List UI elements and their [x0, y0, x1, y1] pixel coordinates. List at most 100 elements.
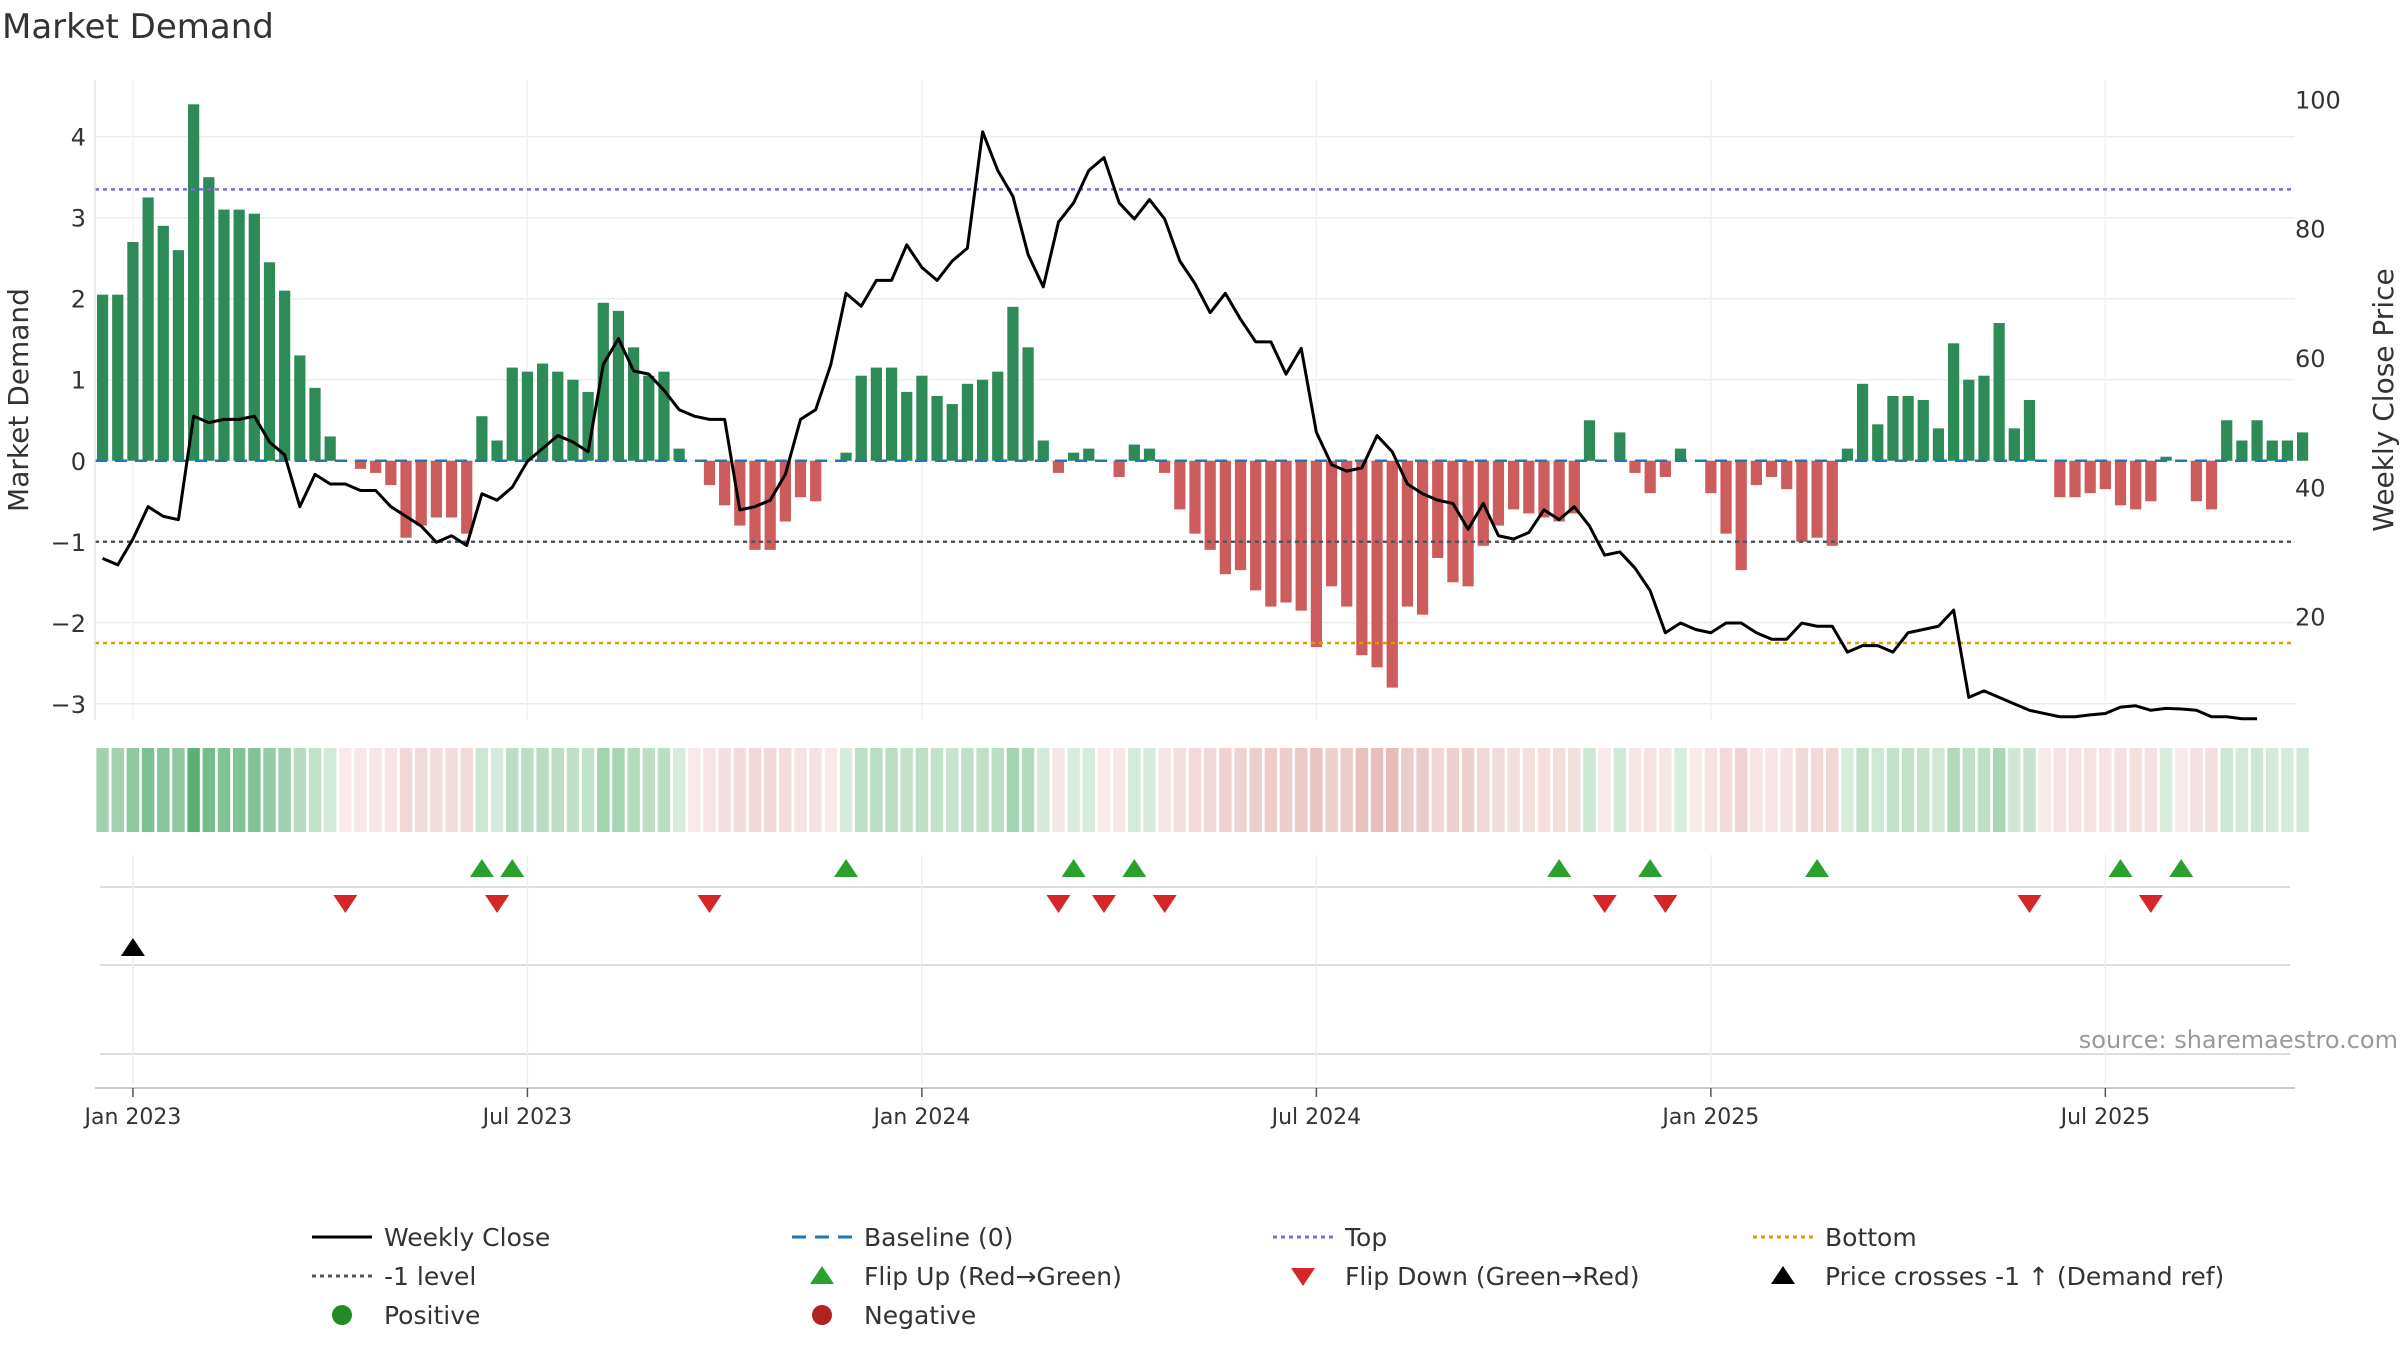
legend-label: Weekly Close: [384, 1223, 550, 1252]
heat-cell: [612, 748, 625, 832]
x-tick-label: Jul 2024: [1270, 1105, 1362, 1130]
demand-bar: [2023, 400, 2036, 461]
flip-down-marker: [485, 895, 510, 913]
legend-label: -1 level: [384, 1262, 476, 1291]
demand-bar: [1750, 460, 1762, 486]
demand-bar: [931, 395, 943, 461]
x-tick-label: Jan 2025: [1660, 1105, 1759, 1130]
y-right-tick-label: 40: [2295, 474, 2326, 502]
heat-cell: [1446, 748, 1460, 832]
heat-cell: [581, 748, 595, 832]
heat-cell: [430, 748, 443, 832]
demand-bar: [1644, 460, 1656, 494]
heat-cell: [293, 748, 307, 832]
heat-cell: [308, 748, 322, 832]
heat-cell: [870, 748, 883, 832]
heat-cell: [1340, 748, 1353, 832]
demand-bar: [1568, 460, 1580, 514]
flip-up-marker: [1638, 859, 1663, 877]
heat-cell: [157, 748, 170, 832]
demand-bar: [127, 242, 139, 461]
demand-bar: [370, 460, 382, 473]
legend-label: Bottom: [1825, 1223, 1917, 1252]
flip-down-marker: [697, 895, 722, 913]
demand-bar: [734, 460, 746, 526]
flip-up-marker: [1547, 859, 1572, 877]
demand-bar: [1113, 460, 1125, 477]
main-axes: −3 −2 −1 0 1 2 3 4 20 40 60 80 100 Market Demand Weekl…: [2, 80, 2400, 720]
y-right-tick-label: 60: [2295, 345, 2326, 373]
heat-cell: [1158, 748, 1171, 832]
legend-label: Flip Down (Green→Red): [1345, 1262, 1640, 1291]
demand-bar: [1508, 460, 1520, 510]
demand-bar: [1083, 448, 1095, 461]
heat-cell: [1613, 748, 1627, 832]
heat-cell: [354, 748, 367, 832]
heat-cell: [1659, 748, 1672, 832]
demand-bar: [2099, 460, 2111, 490]
flip-up-marker: [1805, 859, 1830, 877]
demand-bar: [309, 387, 321, 461]
legend: Weekly Close Baseline (0) Top Bottom -1 leve…: [312, 1223, 2224, 1330]
demand-bar: [719, 460, 731, 506]
heat-cell: [506, 748, 519, 832]
demand-bar: [2266, 440, 2278, 461]
demand-bar: [1265, 460, 1277, 607]
y-right-axis-label: Weekly Close Price: [2367, 268, 2400, 531]
demand-bar: [445, 460, 458, 518]
demand-bar: [385, 460, 397, 486]
demand-bar: [1416, 460, 1429, 615]
demand-bar: [1659, 460, 1671, 477]
heat-cell: [2038, 748, 2051, 832]
heat-cell: [1325, 748, 1338, 832]
demand-bar: [1796, 460, 1808, 542]
heat-cell: [1294, 748, 1308, 832]
demand-bar: [1401, 460, 1414, 607]
heat-cell: [1370, 748, 1384, 832]
heat-cell: [399, 748, 413, 832]
flip-down-marker: [1592, 895, 1617, 913]
demand-bar: [976, 379, 989, 461]
demand-bar: [1386, 460, 1398, 688]
heat-cell: [1841, 748, 1854, 832]
heat-cell: [2099, 748, 2112, 832]
heat-cell: [172, 748, 185, 832]
demand-bar: [233, 209, 245, 461]
heat-cell: [2159, 748, 2173, 832]
demand-bars: [96, 104, 2309, 688]
heat-cell: [126, 748, 140, 832]
demand-bar: [400, 460, 412, 538]
heat-cell: [1006, 748, 1020, 832]
demand-bar: [552, 371, 564, 461]
y-right-tick-label: 100: [2295, 86, 2341, 114]
heat-cell: [1097, 748, 1111, 832]
weekly-close-series: [102, 130, 2258, 721]
demand-bar: [855, 375, 867, 461]
flip-down-marker: [2017, 895, 2042, 913]
heat-cell: [1431, 748, 1444, 832]
demand-bar: [1523, 460, 1535, 514]
heat-cell: [1264, 748, 1278, 832]
heat-cell: [1082, 748, 1096, 832]
legend-swatch: [812, 1305, 832, 1325]
heat-cell: [1750, 748, 1763, 832]
heat-cell: [627, 748, 640, 832]
demand-bar: [2251, 420, 2263, 461]
demand-bar: [2069, 460, 2081, 498]
demand-bar: [1811, 460, 1823, 538]
demand-bar: [476, 416, 488, 461]
y-left-tick-label: 0: [71, 448, 86, 476]
heat-cell: [1173, 748, 1187, 832]
demand-bar: [1432, 460, 1444, 558]
x-tick-label: Jul 2025: [2059, 1105, 2151, 1130]
demand-bar: [2160, 456, 2172, 461]
demand-bar: [992, 371, 1004, 461]
heat-cell: [1537, 748, 1551, 832]
demand-bar: [658, 371, 670, 461]
demand-bar: [1872, 424, 1884, 461]
heat-cell: [1780, 748, 1793, 832]
heat-cell: [2068, 748, 2082, 832]
flip-up-marker: [500, 859, 525, 877]
demand-bar: [1204, 460, 1216, 550]
heat-cell: [1052, 748, 1065, 832]
